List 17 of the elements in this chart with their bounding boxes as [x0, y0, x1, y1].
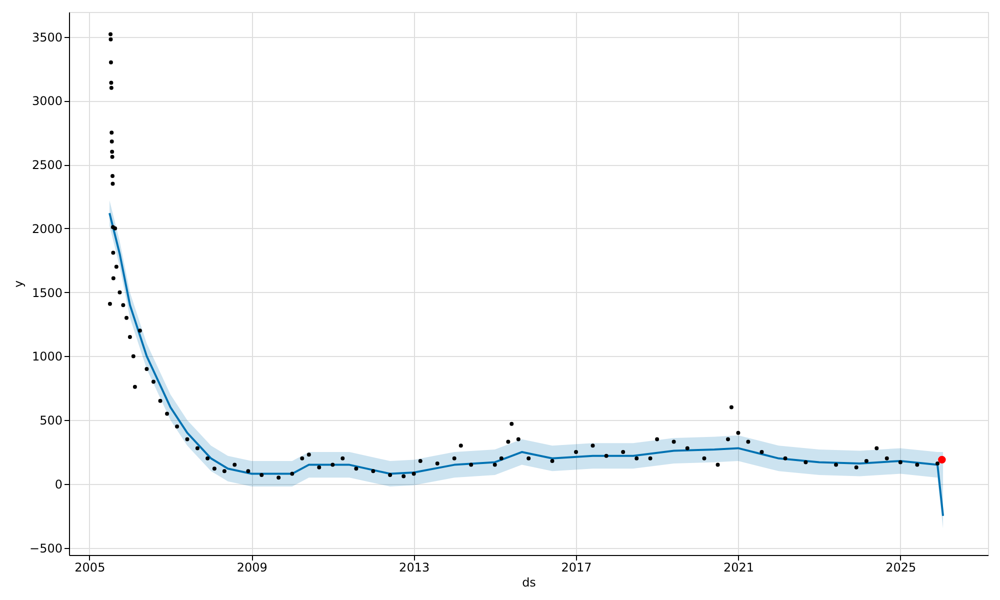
y-tick-label: 3000: [32, 94, 62, 108]
y-tick-label: 2000: [32, 222, 62, 236]
x-tick-label: 2005: [74, 560, 106, 574]
y-axis-title: y: [12, 280, 26, 288]
x-tick-label: 2009: [236, 560, 268, 574]
y-tick-label: 1500: [32, 286, 62, 300]
y-tick-label: 1000: [32, 350, 62, 364]
y-tick-label: −500: [30, 541, 62, 556]
y-tick-label: 0: [54, 477, 62, 492]
x-tick-label: 2025: [886, 560, 916, 574]
x-tick-label: 2013: [399, 560, 430, 574]
x-axis-title: ds: [522, 576, 536, 590]
y-tick-label: 500: [40, 414, 62, 428]
x-tick-label: 2017: [561, 560, 592, 574]
y-tick-label: 3500: [32, 30, 62, 44]
x-tick-label: 2021: [723, 560, 754, 574]
y-tick-label: 2500: [32, 158, 62, 172]
